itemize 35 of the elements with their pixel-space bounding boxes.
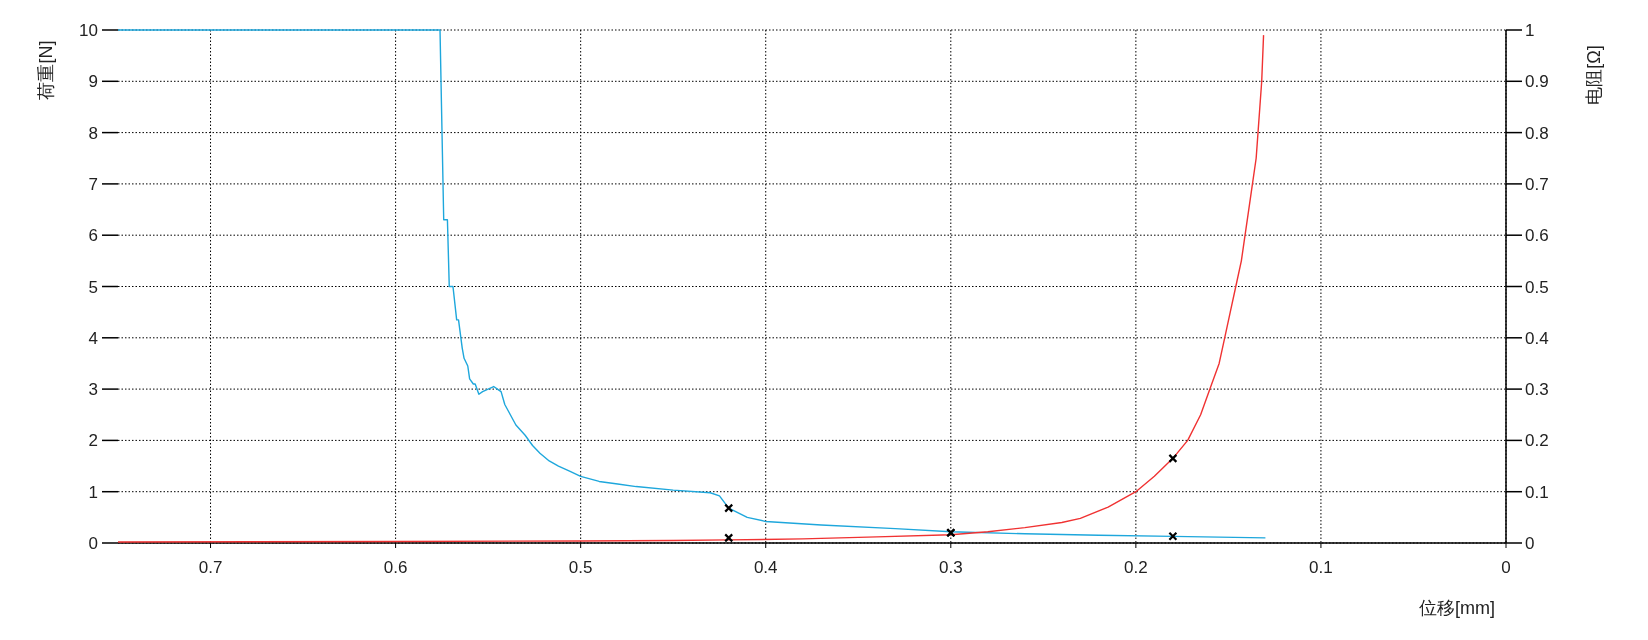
x-tick-label: 0.3 <box>938 558 963 577</box>
y2-tick-label: 0.2 <box>1525 431 1549 451</box>
y-tick-label: 1 <box>88 482 98 502</box>
y2-tick-label: 0.6 <box>1525 226 1549 246</box>
y-tick-label: 7 <box>88 174 98 194</box>
x-tick-label: 0.2 <box>1124 558 1148 577</box>
y2-tick-label: 0.7 <box>1525 174 1549 194</box>
y2-tick-label: 0.1 <box>1525 482 1549 502</box>
y-tick-label: 4 <box>88 328 98 348</box>
y-tick-label: 10 <box>79 21 98 40</box>
y2-tick-label: 0 <box>1525 534 1535 553</box>
y2-tick-label: 0.9 <box>1525 72 1549 92</box>
y-tick-label: 2 <box>88 431 98 451</box>
y-tick-label: 3 <box>88 380 98 400</box>
y-tick-label: 0 <box>88 534 98 553</box>
y2-tick-label: 0.8 <box>1525 123 1549 143</box>
y2-tick-label: 0.3 <box>1525 380 1549 400</box>
x-tick-label: 0.5 <box>568 558 593 577</box>
y2-axis-title: 电阻[Ω] <box>1584 45 1604 105</box>
point <box>724 503 734 513</box>
y-tick-label: 6 <box>88 226 98 246</box>
y-tick-label: 9 <box>88 72 98 92</box>
y2-tick-label: 0.5 <box>1525 277 1549 297</box>
x-tick-label: 0.7 <box>198 558 223 577</box>
point <box>1168 531 1178 541</box>
x-tick-label: 0.1 <box>1309 558 1333 577</box>
y2-tick-label: 1 <box>1525 21 1535 40</box>
x-tick-label: 0.4 <box>753 558 778 577</box>
x-tick-label: 0 <box>1501 558 1511 577</box>
y-tick-label: 5 <box>88 277 98 297</box>
x-axis-title: 位移[mm] <box>1419 598 1495 618</box>
y2-tick-label: 0.4 <box>1525 328 1549 348</box>
y-axis-title: 荷重[N] <box>36 40 56 100</box>
x-tick-label: 0.6 <box>383 558 408 577</box>
y-tick-label: 8 <box>88 123 98 143</box>
